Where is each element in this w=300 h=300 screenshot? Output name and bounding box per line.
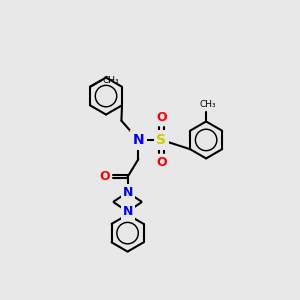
Text: CH₃: CH₃ [199,100,216,109]
Text: O: O [156,156,167,169]
Text: N: N [133,133,144,147]
Text: O: O [99,170,110,183]
Text: N: N [122,205,133,218]
Text: S: S [157,133,166,147]
Text: O: O [156,111,167,124]
Text: CH₃: CH₃ [102,76,119,85]
Text: N: N [122,186,133,199]
